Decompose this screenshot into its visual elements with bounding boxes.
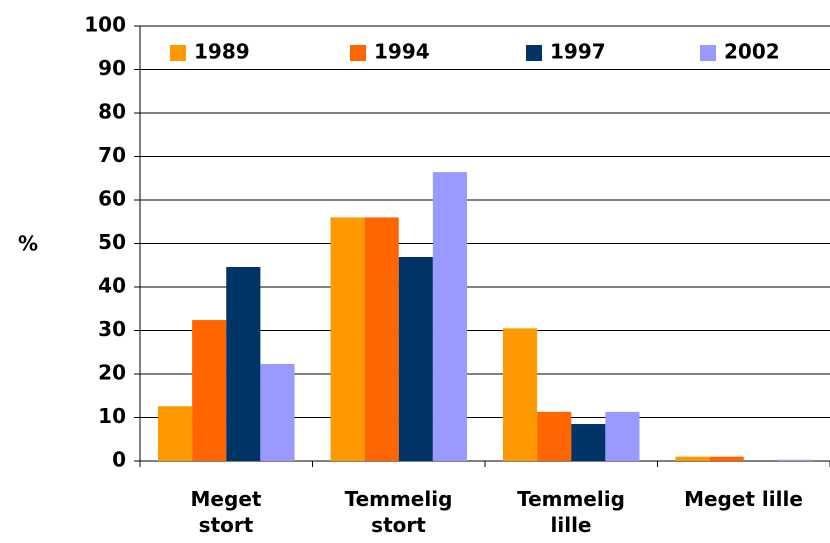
x-tick-label: Temmelig stort [344,487,453,537]
bar [537,411,572,461]
bar [432,172,467,461]
y-tick-label: 40 [98,274,126,298]
y-tick-label: 50 [98,230,126,254]
bar [192,320,227,461]
y-tick-label: 30 [98,317,126,341]
legend-swatch [350,45,366,61]
bar [398,256,433,461]
legend-label: 2002 [724,40,780,64]
bar [709,456,744,461]
bar [226,266,261,461]
bar [605,411,640,461]
bar [364,217,399,461]
legend-label: 1989 [194,40,250,64]
bar [260,363,295,461]
legend-label: 1994 [374,40,430,64]
legend-swatch [526,45,542,61]
bar [158,406,193,461]
y-tick-label: 0 [112,448,126,472]
y-tick-label: 100 [84,13,126,37]
y-tick-label: 90 [98,56,126,80]
y-tick-label: 70 [98,143,126,167]
bar [675,456,710,461]
bar [503,328,538,461]
y-tick-label: 10 [98,404,126,428]
x-tick-label: Meget stort [190,487,262,537]
legend-swatch [700,45,716,61]
legend-swatch [170,45,186,61]
y-axis-label: % [18,232,38,256]
bar [777,459,812,461]
legend-label: 1997 [550,40,606,64]
y-tick-label: 20 [98,361,126,385]
x-tick-label: Temmelig lille [517,487,625,537]
bar [571,424,606,461]
y-tick-label: 60 [98,187,126,211]
bar [330,217,365,461]
x-tick-label: Meget lille [684,487,803,511]
y-tick-label: 80 [98,100,126,124]
